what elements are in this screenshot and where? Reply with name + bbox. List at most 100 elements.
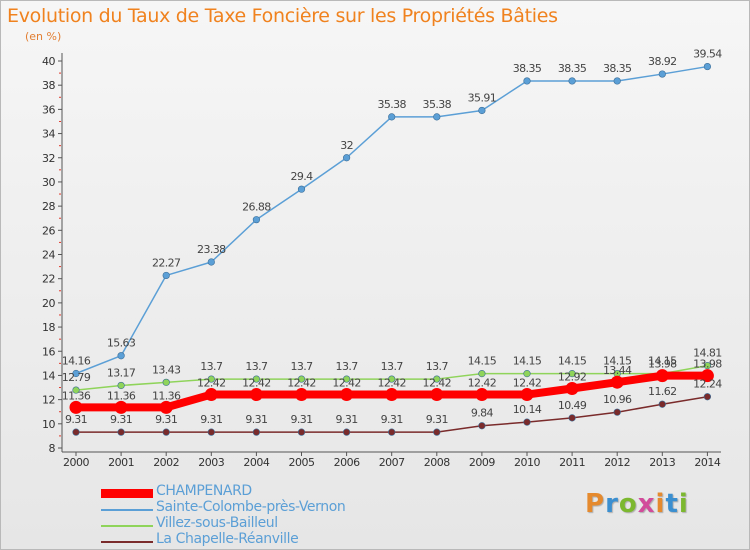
data-label: 9.31	[245, 413, 267, 426]
chart-legend: CHAMPENARD Sainte-Colombe-près-Vernon Vill…	[101, 483, 401, 549]
data-label: 12.42	[377, 377, 406, 390]
legend-label: La Chapelle-Réanville	[156, 531, 299, 547]
data-point	[162, 428, 170, 436]
data-label: 13.7	[200, 360, 223, 373]
data-point	[159, 400, 173, 414]
data-label: 13.7	[290, 360, 313, 373]
data-point	[568, 370, 576, 378]
data-label: 12.79	[62, 371, 91, 384]
y-tick-label: 40	[42, 55, 55, 68]
y-tick-label: 36	[42, 103, 55, 116]
data-label: 22.27	[152, 256, 181, 269]
y-tick-label: 16	[42, 345, 55, 358]
legend-item: La Chapelle-Réanville	[101, 531, 401, 549]
x-tick-label: 2013	[649, 456, 675, 469]
data-label: 9.84	[471, 407, 494, 420]
legend-item: Sainte-Colombe-près-Vernon	[101, 499, 401, 517]
data-label: 15.63	[107, 337, 136, 350]
chart-unit-label: (en %)	[25, 30, 62, 43]
data-label: 13.7	[426, 360, 449, 373]
legend-item: CHAMPENARD	[101, 483, 401, 501]
data-point	[343, 375, 351, 383]
data-point	[478, 106, 486, 115]
data-label: 11.62	[648, 385, 677, 398]
data-point	[388, 375, 396, 383]
data-point	[703, 393, 712, 401]
data-label: 12.42	[197, 377, 226, 390]
y-tick-label: 32	[42, 152, 55, 165]
x-tick-label: 2007	[379, 456, 405, 469]
proxiti-logo: Proxiti	[585, 489, 689, 519]
data-point	[568, 414, 576, 422]
data-point	[162, 378, 170, 386]
data-label: 13.98	[693, 358, 722, 371]
data-point	[700, 369, 714, 383]
legend-item: Villez-sous-Bailleul	[101, 515, 401, 533]
data-label: 26.88	[242, 201, 271, 214]
series-line-1	[75, 65, 708, 375]
x-tick-label: 2008	[424, 456, 450, 469]
data-label: 23.38	[197, 243, 226, 256]
data-point	[475, 388, 489, 402]
y-tick-label: 38	[42, 79, 55, 92]
data-point	[388, 428, 396, 436]
legend-swatch	[101, 525, 153, 527]
data-point	[117, 352, 125, 360]
data-point	[249, 388, 263, 402]
y-tick-label: 26	[42, 224, 55, 237]
data-point	[565, 381, 579, 395]
y-tick-label: 34	[42, 128, 55, 141]
data-point	[478, 370, 486, 378]
x-tick-label: 2011	[559, 456, 585, 469]
data-label: 39.54	[693, 48, 722, 61]
data-point	[162, 271, 170, 280]
data-label: 13.98	[648, 358, 677, 371]
data-point	[343, 154, 351, 162]
y-tick-label: 24	[42, 249, 55, 262]
data-label: 13.43	[152, 363, 181, 376]
data-label: 12.42	[513, 377, 542, 390]
y-tick-label: 28	[42, 200, 55, 213]
data-label: 35.91	[468, 91, 497, 104]
data-label: 38.92	[648, 55, 677, 68]
data-point	[568, 77, 576, 85]
legend-swatch	[101, 489, 153, 498]
data-label: 29.4	[290, 170, 313, 183]
data-point	[478, 422, 486, 430]
chart-title: Evolution du Taux de Taxe Foncière sur l…	[7, 5, 558, 27]
y-tick-label: 8	[49, 442, 56, 455]
data-point	[340, 388, 354, 402]
x-tick-label: 2012	[604, 456, 630, 469]
data-label: 12.42	[242, 377, 271, 390]
y-tick-label: 30	[42, 176, 55, 189]
data-point	[658, 70, 666, 78]
x-tick-label: 2009	[469, 456, 495, 469]
legend-swatch	[101, 509, 153, 511]
data-point	[69, 400, 83, 414]
data-point	[252, 375, 260, 383]
data-point	[72, 428, 80, 436]
data-label: 13.44	[603, 364, 632, 377]
data-point	[703, 62, 712, 71]
data-point	[204, 388, 218, 402]
data-label: 12.42	[287, 377, 316, 390]
data-point	[117, 381, 125, 390]
y-tick-label: 18	[42, 321, 55, 334]
data-label: 14.15	[603, 355, 632, 368]
data-point	[703, 362, 712, 370]
x-tick-label: 2004	[243, 456, 269, 469]
data-label: 9.31	[336, 413, 358, 426]
data-label: 9.31	[290, 413, 312, 426]
data-point	[343, 428, 351, 436]
data-point	[523, 77, 531, 85]
data-point	[388, 113, 396, 121]
data-point	[520, 388, 534, 402]
y-tick-label: 22	[42, 273, 55, 286]
data-point	[613, 408, 621, 416]
x-tick-label: 2003	[198, 456, 224, 469]
legend-label: CHAMPENARD	[156, 483, 252, 499]
x-tick-label: 2014	[694, 456, 720, 469]
data-point	[207, 258, 215, 266]
